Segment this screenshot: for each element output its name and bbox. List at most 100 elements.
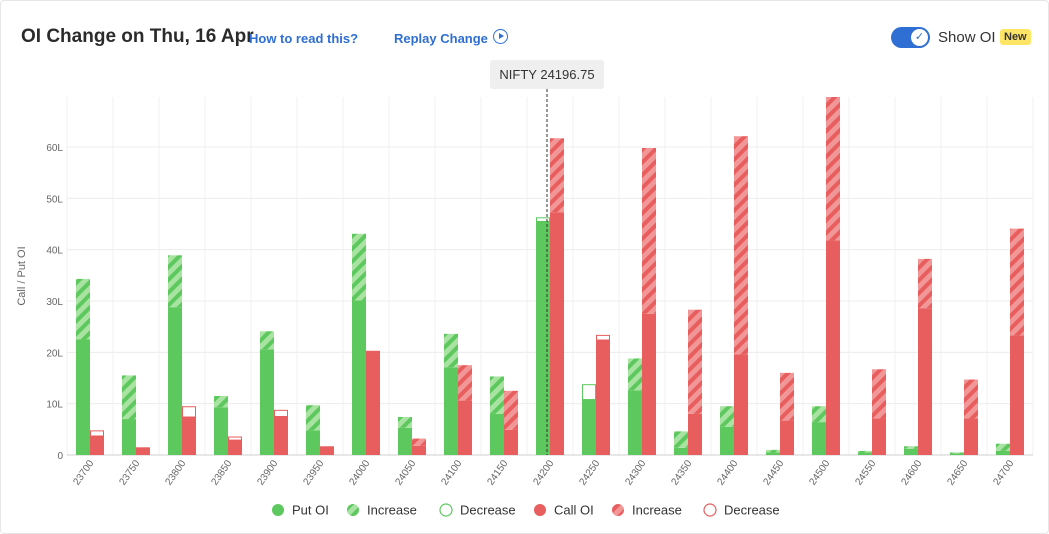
put-oi-bar	[858, 452, 872, 455]
call-increase-bar	[918, 258, 932, 309]
replay-change-link[interactable]: Replay Change	[394, 31, 488, 46]
call-oi-bar	[550, 212, 564, 455]
show-oi-toggle[interactable]: ✓	[891, 27, 930, 48]
x-tick-label: 24350	[669, 458, 694, 487]
put-oi-bar	[674, 447, 688, 455]
put-oi-bar	[904, 448, 918, 455]
call-oi-bar	[964, 418, 978, 455]
x-tick-label: 24650	[945, 458, 970, 487]
put-increase-bar	[122, 375, 136, 420]
put-decrease-bar	[536, 217, 550, 222]
call-oi-bar	[1010, 335, 1024, 455]
call-oi-bar	[182, 417, 196, 455]
y-tick-label: 60L	[46, 143, 63, 154]
call-increase-bar	[688, 309, 702, 414]
put-increase-bar	[260, 331, 274, 350]
call-increase-bar	[642, 148, 656, 314]
put-increase-bar	[168, 255, 182, 308]
y-tick-label: 10L	[46, 400, 63, 411]
put-oi-bar	[260, 349, 274, 455]
check-icon: ✓	[911, 29, 928, 46]
put-oi-bar	[168, 307, 182, 455]
put-oi-bar	[996, 450, 1010, 455]
put-increase-bar	[214, 395, 228, 408]
legend-label: Increase	[367, 503, 417, 518]
call-oi-bar	[918, 308, 932, 455]
legend-swatch	[439, 503, 453, 517]
put-increase-bar	[720, 406, 734, 427]
how-to-read-link[interactable]: How to read this?	[249, 31, 359, 46]
put-oi-bar	[490, 413, 504, 455]
put-oi-bar	[214, 407, 228, 455]
x-tick-label: 23800	[163, 458, 188, 487]
x-tick-label: 23850	[209, 458, 234, 487]
y-tick-label: 40L	[46, 246, 63, 257]
x-tick-label: 24200	[531, 458, 556, 487]
put-increase-bar	[628, 358, 642, 391]
put-increase-bar	[398, 417, 412, 428]
legend-label: Put OI	[292, 503, 329, 518]
new-badge: New	[1000, 29, 1031, 45]
put-increase-bar	[904, 446, 918, 449]
call-increase-bar	[412, 438, 426, 446]
legend-label: Increase	[632, 503, 682, 518]
put-increase-bar	[766, 449, 780, 453]
play-circle-icon[interactable]	[493, 29, 508, 44]
call-increase-bar	[964, 379, 978, 419]
put-oi-bar	[950, 453, 964, 455]
legend-label: Call OI	[554, 503, 594, 518]
legend-swatch	[347, 504, 359, 516]
put-oi-bar	[306, 430, 320, 455]
call-oi-bar	[872, 418, 886, 455]
call-increase-bar	[504, 390, 518, 430]
call-increase-bar	[826, 97, 840, 241]
call-oi-bar	[366, 350, 380, 455]
put-oi-bar	[628, 390, 642, 455]
x-tick-label: 24550	[853, 458, 878, 487]
put-oi-bar	[582, 399, 596, 455]
put-oi-bar	[766, 452, 780, 455]
spot-label-box	[490, 60, 605, 89]
y-tick-label: 0	[57, 451, 63, 462]
call-oi-bar	[642, 313, 656, 455]
call-increase-bar	[458, 365, 472, 401]
put-oi-bar	[536, 221, 550, 455]
put-oi-bar	[444, 367, 458, 455]
legend-swatch	[703, 503, 717, 517]
call-increase-bar	[780, 372, 794, 421]
y-tick-label: 50L	[46, 194, 63, 205]
legend-label: Decrease	[724, 503, 780, 518]
y-tick-label: 30L	[46, 297, 63, 308]
x-tick-label: 23900	[255, 458, 280, 487]
chart-bars	[76, 97, 1024, 455]
put-increase-bar	[858, 450, 872, 453]
put-increase-bar	[352, 233, 366, 301]
call-decrease-bar	[182, 406, 196, 418]
x-tick-label: 24250	[577, 458, 602, 487]
y-axis-ticks: 0 10L 20L 30L 40L 50L 60L	[46, 143, 63, 462]
x-axis-ticks: 23700 23750 23800 23850 23900 23950 24000 24050…	[71, 458, 1016, 487]
put-oi-bar	[76, 339, 90, 455]
put-oi-bar	[122, 419, 136, 455]
call-oi-bar	[458, 400, 472, 455]
call-oi-bar	[228, 440, 242, 455]
y-tick-label: 20L	[46, 348, 63, 359]
chart-legend: Put OI Increase Decrease Call OI Increase Dec…	[272, 503, 780, 518]
y-axis-label: Call / Put OI	[16, 246, 28, 305]
spot-label: NIFTY 24196.75	[499, 67, 594, 82]
x-tick-label: 24600	[899, 458, 924, 487]
call-oi-bar	[90, 436, 104, 455]
x-tick-label: 24150	[485, 458, 510, 487]
call-oi-bar	[274, 416, 288, 455]
put-oi-bar	[720, 426, 734, 455]
call-oi-bar	[826, 240, 840, 455]
put-increase-bar	[444, 333, 458, 368]
call-oi-bar	[688, 413, 702, 455]
spot-marker: NIFTY 24196.75	[490, 60, 605, 455]
put-oi-bar	[352, 300, 366, 455]
put-increase-bar	[674, 431, 688, 448]
put-increase-bar	[950, 452, 964, 454]
call-oi-bar	[734, 354, 748, 455]
call-oi-bar	[136, 447, 150, 455]
